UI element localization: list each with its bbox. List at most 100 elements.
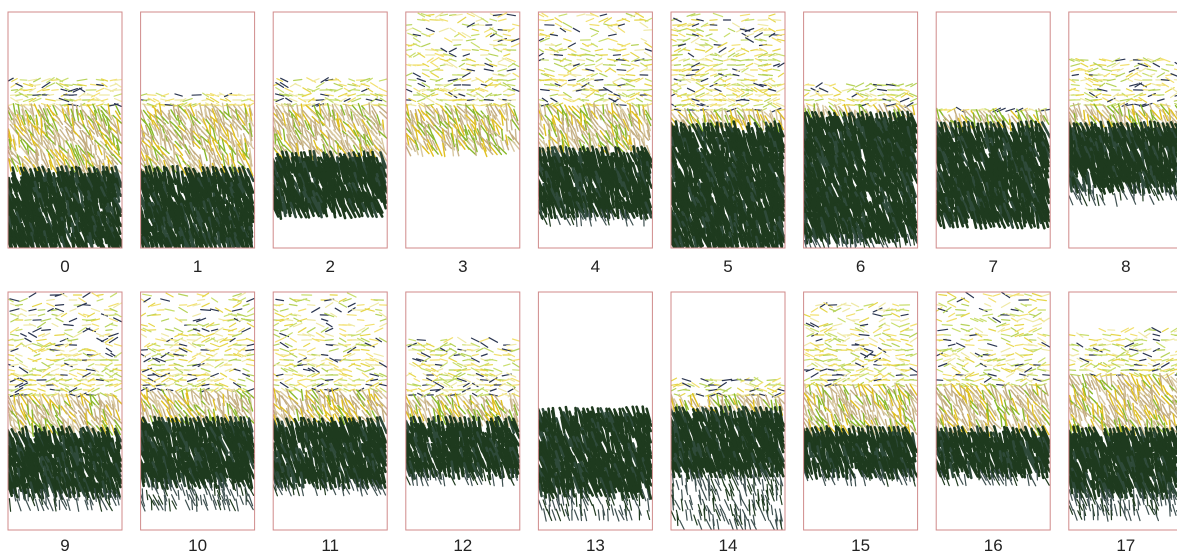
stroke — [763, 45, 772, 46]
stroke — [777, 34, 785, 36]
stroke — [484, 100, 493, 101]
stroke — [422, 73, 429, 77]
stroke — [590, 28, 598, 31]
stroke — [774, 99, 780, 101]
stroke — [220, 99, 226, 101]
stroke — [506, 119, 507, 131]
stroke — [768, 89, 775, 91]
stroke — [568, 43, 575, 47]
stroke — [463, 54, 469, 56]
stroke — [641, 39, 646, 42]
stroke — [746, 34, 754, 37]
stroke — [418, 53, 425, 57]
stroke — [639, 105, 640, 115]
stroke — [573, 28, 579, 31]
stroke — [816, 83, 822, 87]
stroke — [545, 69, 554, 72]
stroke — [737, 65, 745, 66]
stroke — [544, 125, 546, 136]
panel: 7 — [934, 12, 1051, 276]
stroke — [329, 114, 330, 127]
stroke — [742, 68, 748, 72]
stroke — [774, 64, 780, 66]
stroke — [847, 84, 855, 86]
stroke — [806, 85, 814, 86]
stroke — [759, 60, 767, 61]
stroke — [484, 69, 493, 71]
stroke — [833, 88, 841, 93]
page: 01234567891011121314151617 (() => { cons… — [0, 0, 1177, 555]
stroke — [418, 99, 425, 102]
stroke — [600, 14, 606, 16]
texture — [6, 78, 123, 254]
stroke — [66, 141, 71, 149]
stroke — [609, 68, 615, 72]
stroke — [623, 54, 629, 56]
stroke — [550, 94, 558, 96]
stroke — [713, 13, 722, 16]
stroke — [294, 80, 302, 81]
stroke — [417, 79, 425, 82]
stroke — [635, 13, 643, 18]
stroke — [769, 14, 775, 16]
stroke — [480, 49, 489, 51]
texture — [536, 13, 654, 227]
stroke — [65, 85, 72, 86]
stroke — [114, 94, 122, 96]
panel: 4 — [536, 12, 654, 276]
stroke — [850, 239, 851, 251]
stroke — [427, 104, 434, 105]
stroke — [439, 28, 448, 31]
stroke — [714, 78, 722, 83]
stroke — [162, 94, 169, 96]
stroke — [591, 43, 597, 46]
stroke — [404, 88, 412, 91]
stroke — [759, 90, 767, 91]
stroke — [449, 48, 456, 52]
panel-label: 4 — [591, 257, 600, 276]
stroke — [490, 28, 497, 32]
stroke — [586, 84, 593, 87]
panel-label: 6 — [856, 257, 865, 276]
stroke — [349, 79, 355, 81]
stroke — [371, 83, 378, 88]
stroke — [859, 89, 868, 92]
stroke — [454, 45, 461, 46]
stroke — [609, 65, 615, 66]
stroke — [815, 99, 823, 101]
stroke — [582, 100, 589, 101]
stroke — [834, 94, 840, 96]
stroke — [471, 43, 479, 48]
stroke — [675, 65, 681, 66]
stroke — [507, 14, 515, 15]
stroke — [691, 37, 699, 42]
stroke — [899, 239, 900, 250]
stroke — [276, 88, 284, 93]
stroke — [498, 69, 507, 71]
panel: 5 — [668, 12, 786, 276]
stroke — [582, 135, 589, 145]
stroke — [247, 95, 255, 96]
stroke — [564, 39, 571, 41]
stroke — [683, 49, 690, 50]
stroke — [361, 84, 369, 86]
stroke — [554, 55, 562, 56]
stroke — [645, 43, 652, 47]
stroke — [551, 98, 557, 102]
stroke — [754, 104, 763, 105]
stroke — [498, 45, 506, 46]
stroke — [596, 58, 602, 61]
panel: 1 — [138, 12, 255, 276]
stroke — [595, 80, 603, 81]
stroke — [498, 80, 507, 81]
stroke — [856, 93, 863, 97]
stroke — [498, 64, 506, 66]
stroke — [1006, 109, 1015, 112]
stroke — [114, 90, 123, 91]
stroke — [714, 45, 722, 46]
panel-label: 0 — [60, 257, 69, 276]
stroke — [413, 28, 421, 32]
stroke — [550, 34, 557, 35]
stroke — [591, 34, 597, 37]
stroke — [623, 85, 629, 86]
